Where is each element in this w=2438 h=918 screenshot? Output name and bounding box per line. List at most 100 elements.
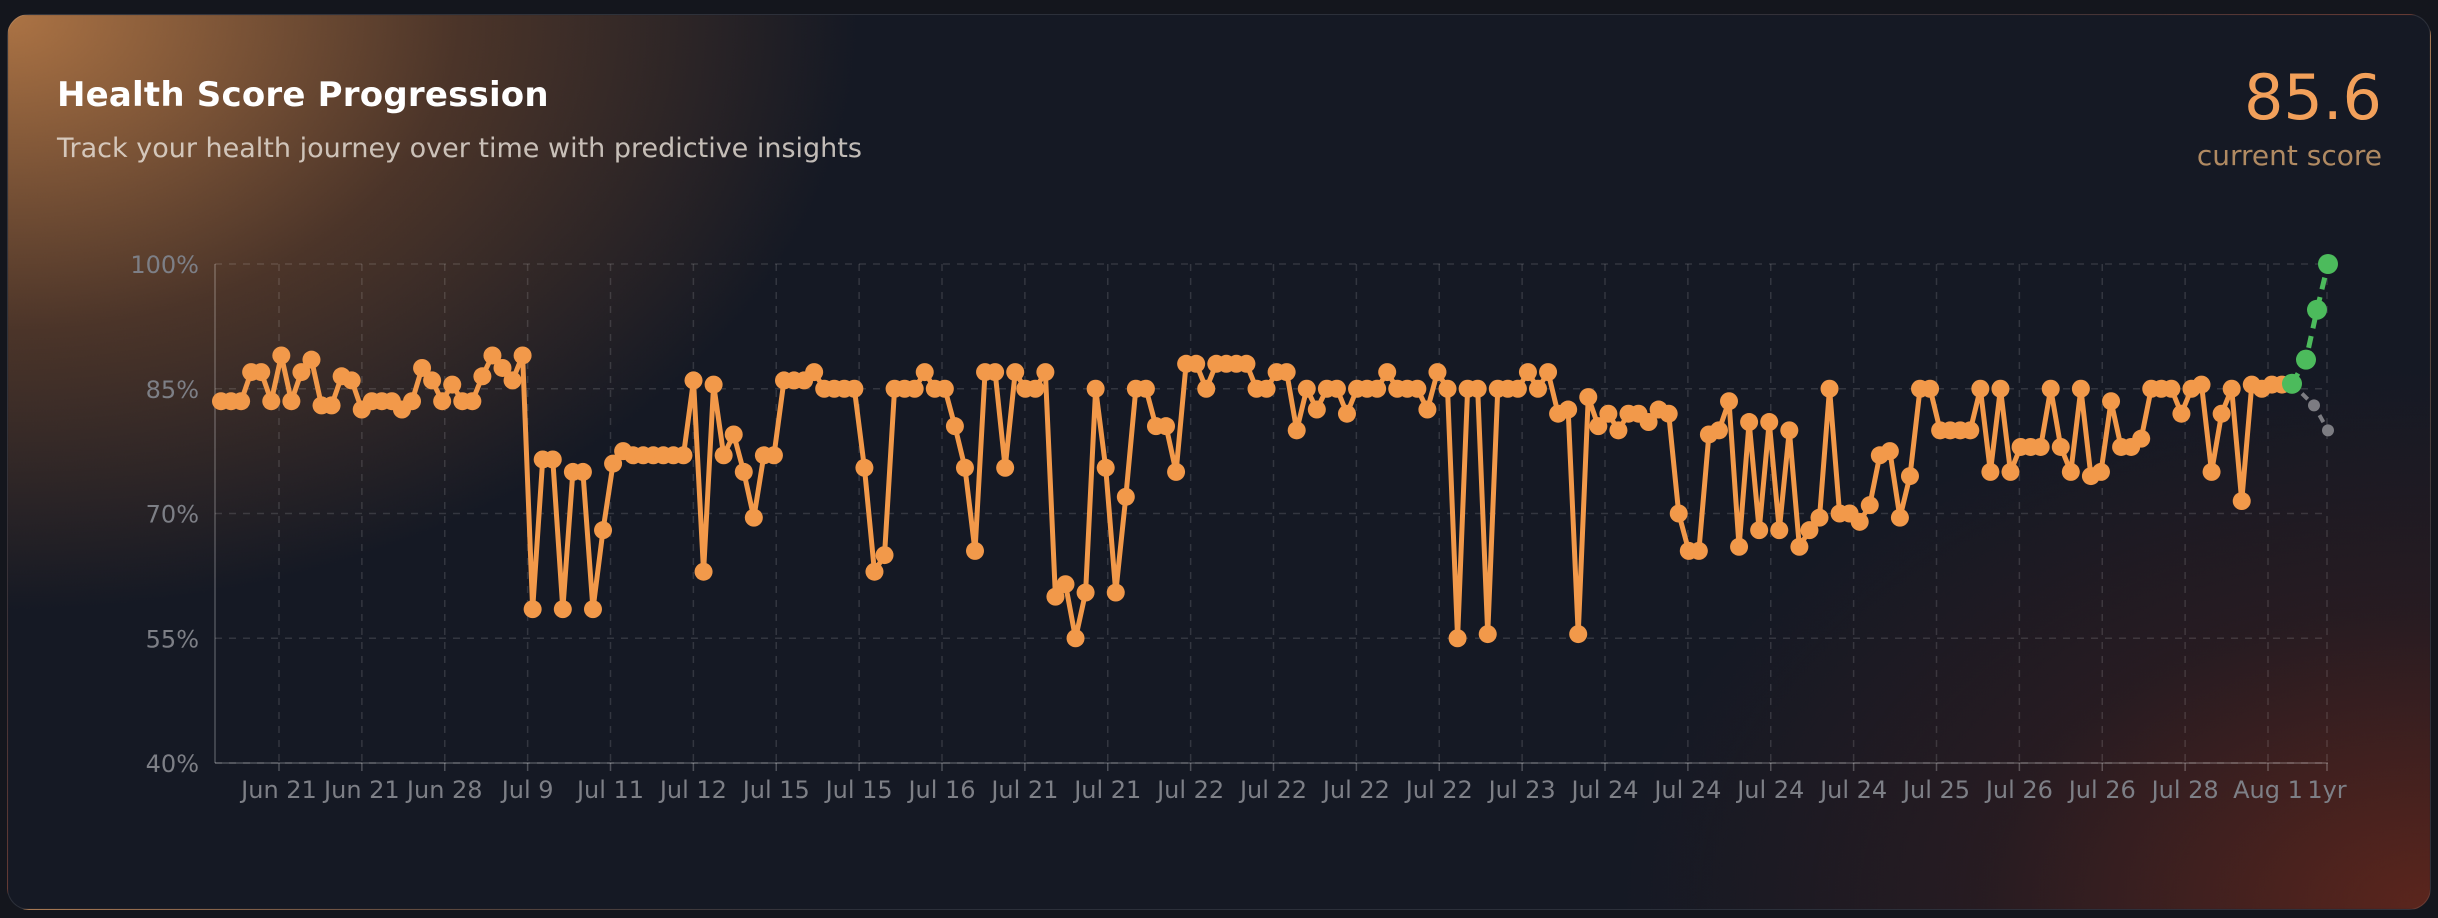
data-point xyxy=(2031,437,2050,456)
y-tick-label: 55% xyxy=(146,625,199,653)
x-tick-label: Jul 21 xyxy=(989,776,1058,804)
data-point xyxy=(1307,400,1326,419)
data-point xyxy=(1669,504,1688,523)
data-point xyxy=(523,600,542,619)
data-point xyxy=(503,371,522,390)
data-point xyxy=(1187,354,1206,373)
data-point xyxy=(583,600,602,619)
data-point xyxy=(1709,421,1728,440)
data-point xyxy=(1076,583,1095,602)
x-tick-label: Jul 21 xyxy=(1072,776,1141,804)
data-point xyxy=(463,392,482,411)
data-point xyxy=(322,396,341,415)
forecast-point xyxy=(2282,373,2302,394)
data-point xyxy=(966,541,985,560)
x-tick-label: Jul 22 xyxy=(1238,776,1307,804)
data-point xyxy=(604,454,623,473)
data-point xyxy=(724,425,743,444)
data-point xyxy=(2041,379,2060,398)
data-point xyxy=(573,462,592,481)
data-point xyxy=(443,375,462,394)
data-point xyxy=(302,350,321,369)
data-point xyxy=(1408,379,1427,398)
data-point xyxy=(1448,629,1467,648)
data-point xyxy=(764,446,783,465)
x-tick-label: Jul 9 xyxy=(500,776,554,804)
forecast-point xyxy=(2296,349,2316,370)
health-score-line xyxy=(221,352,2292,641)
data-point xyxy=(262,392,281,411)
data-point xyxy=(986,363,1005,382)
y-tick-label: 85% xyxy=(146,376,199,404)
data-point xyxy=(413,358,432,377)
x-tick-label: Jul 15 xyxy=(824,776,893,804)
data-point xyxy=(1820,379,1839,398)
data-point xyxy=(935,379,954,398)
data-point xyxy=(493,358,512,377)
data-point xyxy=(1508,379,1527,398)
health-score-card: Health Score Progression Track your heal… xyxy=(7,14,2431,910)
data-point xyxy=(1890,508,1909,527)
data-point xyxy=(875,546,894,565)
data-point xyxy=(423,371,442,390)
data-point xyxy=(1368,379,1387,398)
data-point xyxy=(2132,429,2151,448)
data-point xyxy=(945,417,964,436)
data-point xyxy=(2202,462,2221,481)
data-point xyxy=(433,392,452,411)
data-point xyxy=(1157,417,1176,436)
data-point xyxy=(594,521,613,540)
data-point xyxy=(1378,363,1397,382)
data-point xyxy=(1006,363,1025,382)
data-point xyxy=(2192,375,2211,394)
x-tick-label: Jun 21 xyxy=(239,776,317,804)
data-point xyxy=(805,363,824,382)
data-point xyxy=(1167,462,1186,481)
data-point xyxy=(855,458,874,477)
data-point xyxy=(1438,379,1457,398)
data-point xyxy=(1790,537,1809,556)
data-point xyxy=(1046,587,1065,606)
data-point xyxy=(2232,492,2251,511)
x-tick-label: Jul 22 xyxy=(1321,776,1390,804)
data-point xyxy=(2001,462,2020,481)
data-point xyxy=(1559,400,1578,419)
x-tick-label: Jul 24 xyxy=(1652,776,1721,804)
data-point xyxy=(1971,379,1990,398)
data-point xyxy=(1689,541,1708,560)
x-tick-label: Jul 24 xyxy=(1735,776,1804,804)
data-point xyxy=(2091,462,2110,481)
data-point xyxy=(342,371,361,390)
y-tick-label: 40% xyxy=(146,750,199,778)
data-point xyxy=(1257,379,1276,398)
data-point xyxy=(905,379,924,398)
baseline-point xyxy=(2308,399,2320,412)
data-point xyxy=(292,363,311,382)
forecast-line xyxy=(2289,263,2331,386)
data-point xyxy=(1056,575,1075,594)
x-tick-label: Jun 28 xyxy=(405,776,483,804)
data-point xyxy=(2071,379,2090,398)
data-point xyxy=(2222,379,2241,398)
data-point xyxy=(1136,379,1155,398)
x-tick-label: Aug 1 xyxy=(2233,776,2303,804)
data-point xyxy=(1287,421,1306,440)
data-point xyxy=(1961,421,1980,440)
data-point xyxy=(1036,363,1055,382)
data-point xyxy=(1880,442,1899,461)
data-point xyxy=(996,458,1015,477)
baseline-point xyxy=(2322,424,2334,437)
x-tick-label: Jul 28 xyxy=(2150,776,2219,804)
data-point xyxy=(1800,521,1819,540)
x-tick-label: Jul 25 xyxy=(1901,776,1970,804)
data-point xyxy=(1810,508,1829,527)
data-point xyxy=(403,392,422,411)
current-score-value: 85.6 xyxy=(2243,61,2382,134)
data-point xyxy=(2102,392,2121,411)
data-point xyxy=(1418,400,1437,419)
x-tick-label: Jul 15 xyxy=(741,776,810,804)
data-point xyxy=(1599,404,1618,423)
forecast-point xyxy=(2318,254,2338,274)
data-point xyxy=(1750,521,1769,540)
